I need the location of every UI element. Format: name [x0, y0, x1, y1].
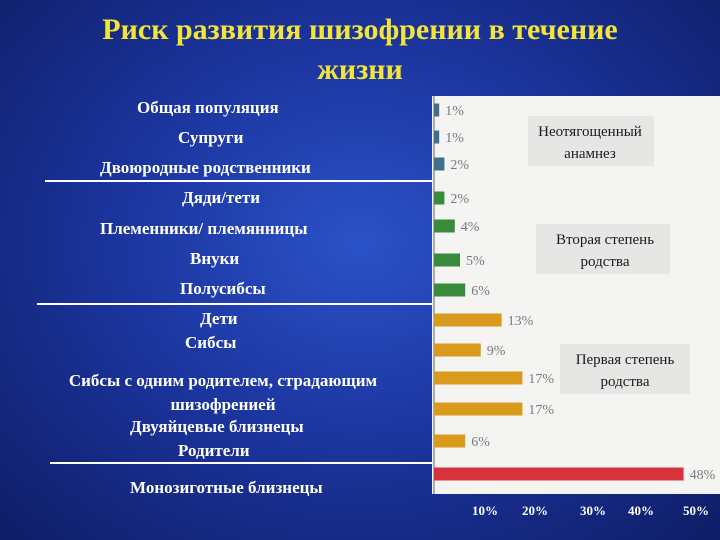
- category-label: Сибсы с одним родителем, страдающим шизо…: [68, 371, 378, 414]
- bar: [434, 283, 466, 297]
- x-tick-label: 50%: [683, 503, 709, 518]
- bar: [434, 253, 460, 267]
- category-label: Монозиготные близнецы: [130, 478, 323, 497]
- bar: [434, 130, 440, 144]
- category-label: Двоюродные родственники: [100, 158, 311, 177]
- bar-value-label: 5%: [466, 254, 485, 269]
- category-label: Дяди/тети: [182, 188, 261, 207]
- x-tick-label: 30%: [580, 503, 606, 518]
- bar-value-label: 1%: [445, 131, 464, 146]
- bar: [434, 313, 502, 327]
- bar: [434, 191, 445, 205]
- group-separator: [45, 180, 435, 182]
- chart-title: Риск развития шизофрении в течение жизни: [102, 13, 618, 86]
- group-label-bg: [536, 224, 670, 274]
- group-label: Неотягощенный анамнез: [538, 124, 642, 162]
- group-separator: [37, 303, 437, 305]
- category-label: Супруги: [178, 128, 244, 147]
- bar: [434, 434, 466, 448]
- group-label: Первая степень родства: [575, 352, 675, 390]
- bar-value-label: 4%: [461, 220, 480, 235]
- bar-value-label: 6%: [471, 284, 490, 299]
- bar-value-label: 17%: [528, 403, 554, 418]
- bar-value-label: 2%: [450, 192, 469, 207]
- group-label-bg: [560, 344, 690, 394]
- bar: [434, 157, 445, 171]
- bar: [434, 402, 523, 416]
- group-label-bg: [528, 116, 654, 166]
- category-label: Полусибсы: [180, 279, 266, 298]
- category-label: Родители: [178, 441, 250, 460]
- group-separator: [50, 462, 435, 464]
- bar: [434, 371, 523, 385]
- bar-value-label: 48%: [690, 468, 716, 483]
- bar-value-label: 17%: [528, 372, 554, 387]
- group-label: Вторая степень родства: [555, 232, 655, 270]
- category-label: Сибсы: [185, 333, 237, 352]
- bar-value-label: 6%: [471, 435, 490, 450]
- category-label: Общая популяция: [137, 98, 279, 117]
- x-tick-label: 10%: [472, 503, 498, 518]
- category-label: Двуяйцевые близнецы: [130, 417, 304, 436]
- bar-value-label: 1%: [445, 104, 464, 119]
- bar: [434, 103, 440, 117]
- bar: [434, 219, 455, 233]
- category-label: Дети: [200, 309, 238, 328]
- x-tick-label: 20%: [522, 503, 548, 518]
- bar-value-label: 9%: [487, 344, 506, 359]
- bar: [434, 343, 481, 357]
- bar-value-label: 2%: [450, 158, 469, 173]
- category-label: Внуки: [190, 249, 240, 268]
- bar-value-label: 13%: [508, 314, 534, 329]
- bar: [434, 467, 684, 481]
- x-tick-label: 40%: [628, 503, 654, 518]
- category-label: Племенники/ племянницы: [100, 219, 308, 238]
